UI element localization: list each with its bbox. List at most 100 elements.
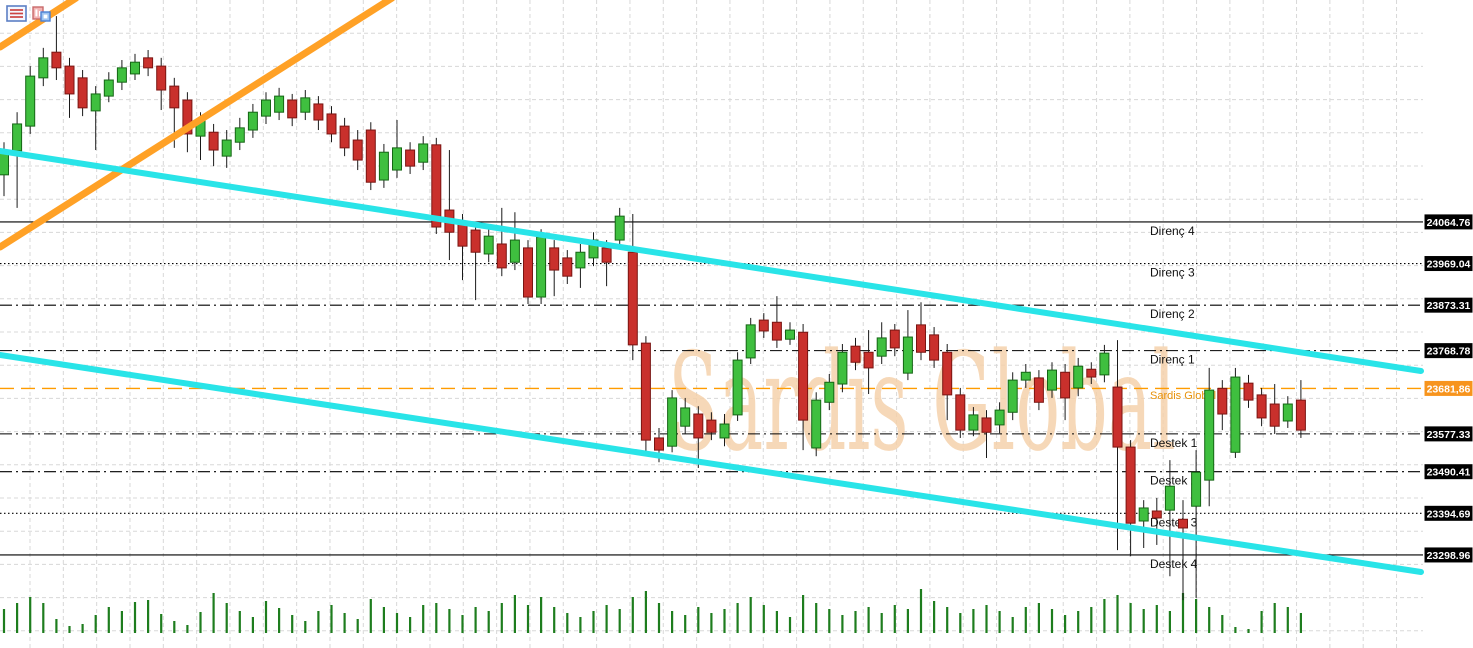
candle[interactable]: [313, 103, 324, 121]
candle[interactable]: [575, 251, 586, 269]
candle[interactable]: [274, 95, 285, 113]
candle[interactable]: [1007, 379, 1018, 413]
candle[interactable]: [719, 423, 730, 439]
candle[interactable]: [601, 247, 612, 263]
candle[interactable]: [850, 345, 861, 363]
candle[interactable]: [994, 409, 1005, 426]
candle[interactable]: [378, 151, 389, 181]
candle[interactable]: [143, 57, 154, 69]
candle[interactable]: [627, 251, 638, 346]
candle[interactable]: [12, 123, 23, 152]
candle[interactable]: [955, 394, 966, 431]
chart-icon[interactable]: [32, 6, 51, 22]
candle[interactable]: [1073, 365, 1084, 389]
descending-channel-lower[interactable]: [0, 352, 1424, 575]
candle[interactable]: [863, 351, 874, 369]
ascending-channel-line-2[interactable]: [0, 0, 395, 251]
candle[interactable]: [916, 324, 926, 353]
candle[interactable]: [64, 65, 75, 95]
candle[interactable]: [771, 321, 782, 341]
candle[interactable]: [1060, 371, 1071, 399]
candle[interactable]: [431, 144, 442, 228]
candle[interactable]: [1164, 485, 1175, 511]
candle[interactable]: [1020, 371, 1031, 381]
candle[interactable]: [51, 51, 62, 69]
candle[interactable]: [1112, 386, 1123, 448]
candle[interactable]: [745, 324, 756, 359]
candle[interactable]: [90, 93, 101, 112]
candle[interactable]: [77, 77, 88, 109]
candle[interactable]: [470, 229, 481, 253]
candle[interactable]: [247, 111, 258, 131]
candle[interactable]: [1204, 389, 1215, 481]
candle[interactable]: [1047, 369, 1057, 391]
candle[interactable]: [300, 97, 311, 113]
candle[interactable]: [902, 336, 913, 374]
candle[interactable]: [1256, 394, 1267, 419]
candle[interactable]: [1178, 518, 1188, 529]
candle[interactable]: [1230, 376, 1241, 453]
candle[interactable]: [758, 319, 769, 332]
candle[interactable]: [640, 342, 651, 441]
candle[interactable]: [876, 337, 887, 357]
candle[interactable]: [614, 215, 625, 241]
candle[interactable]: [326, 113, 337, 135]
candle[interactable]: [732, 359, 743, 416]
candle[interactable]: [352, 139, 363, 161]
candle[interactable]: [182, 99, 193, 135]
candle[interactable]: [130, 61, 140, 75]
candle[interactable]: [392, 147, 402, 171]
candle[interactable]: [667, 397, 678, 447]
candle[interactable]: [942, 351, 953, 396]
candle[interactable]: [1138, 507, 1149, 522]
candle[interactable]: [1217, 387, 1228, 415]
candle[interactable]: [1295, 399, 1306, 431]
candle[interactable]: [234, 127, 245, 143]
candle[interactable]: [496, 243, 507, 269]
candle[interactable]: [25, 75, 36, 127]
candle[interactable]: [549, 247, 560, 271]
candle[interactable]: [418, 143, 429, 163]
candle[interactable]: [1191, 471, 1202, 507]
candle[interactable]: [365, 129, 376, 183]
candle[interactable]: [1269, 403, 1280, 427]
candle[interactable]: [1282, 403, 1293, 422]
candle[interactable]: [680, 407, 691, 427]
candle[interactable]: [837, 351, 848, 385]
candle[interactable]: [169, 85, 180, 109]
table-icon[interactable]: [6, 5, 27, 22]
candle[interactable]: [38, 57, 49, 79]
candle[interactable]: [798, 331, 809, 421]
candle[interactable]: [929, 334, 940, 361]
candle[interactable]: [981, 417, 992, 433]
candle[interactable]: [1033, 377, 1044, 403]
ascending-channel-line-1[interactable]: [0, 0, 79, 51]
candle[interactable]: [1151, 510, 1162, 519]
candle[interactable]: [811, 399, 822, 449]
candle[interactable]: [1243, 382, 1254, 401]
candle[interactable]: [116, 67, 127, 83]
candle[interactable]: [287, 99, 298, 119]
candle[interactable]: [654, 437, 664, 451]
candle[interactable]: [706, 419, 717, 433]
candle[interactable]: [208, 131, 219, 151]
candle[interactable]: [156, 65, 167, 91]
candle[interactable]: [1099, 352, 1110, 376]
candle[interactable]: [405, 149, 416, 167]
candle[interactable]: [1125, 446, 1136, 524]
candle[interactable]: [523, 247, 533, 298]
candle[interactable]: [483, 235, 494, 255]
candle[interactable]: [339, 125, 350, 149]
candle[interactable]: [562, 257, 573, 277]
candle[interactable]: [1086, 368, 1097, 378]
candle[interactable]: [536, 236, 547, 298]
candle[interactable]: [221, 139, 232, 157]
candle[interactable]: [824, 381, 835, 403]
candle[interactable]: [889, 329, 900, 349]
descending-channel-upper[interactable]: [0, 148, 1424, 374]
candle[interactable]: [785, 329, 795, 340]
candle[interactable]: [509, 239, 520, 263]
candle[interactable]: [261, 99, 271, 117]
candle[interactable]: [693, 413, 704, 439]
